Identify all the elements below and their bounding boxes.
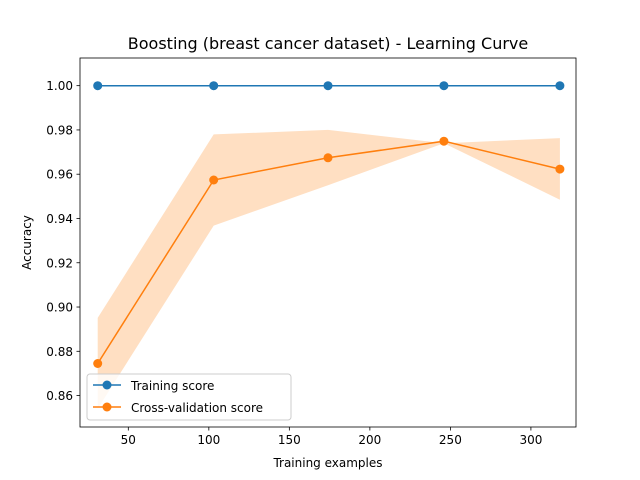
legend-marker-cross-validation <box>102 402 112 412</box>
y-tick-label: 0.88 <box>46 345 73 359</box>
cross-validation-score-point <box>323 153 333 163</box>
y-axis-label: Accuracy <box>20 215 34 270</box>
line-layer <box>93 81 565 368</box>
x-axis-label: Training examples <box>272 456 382 470</box>
y-tick-label: 0.94 <box>46 212 73 226</box>
band-layer <box>97 129 560 409</box>
chart-title: Boosting (breast cancer dataset) - Learn… <box>128 34 528 53</box>
y-tick-label: 0.86 <box>46 389 73 403</box>
training-score-point <box>323 81 333 91</box>
cross-validation-score-point <box>209 175 219 185</box>
cross-validation-score-point <box>93 359 103 368</box>
cross-validation-score-point <box>439 136 449 146</box>
legend-marker-training <box>102 380 112 390</box>
training-score-point <box>93 81 103 91</box>
x-tick-label: 50 <box>121 433 136 447</box>
y-axis: 0.86 0.88 0.90 0.92 0.94 0.96 0.98 1.00 <box>46 79 80 403</box>
training-score-point <box>439 81 449 91</box>
x-tick-label: 250 <box>439 433 462 447</box>
y-tick-label: 0.92 <box>46 256 73 270</box>
y-tick-label: 0.98 <box>46 123 73 137</box>
legend: Training score Cross-validation score <box>86 373 292 421</box>
x-axis: 50 100 150 200 250 300 <box>121 427 542 447</box>
training-score-point <box>209 81 219 91</box>
legend-label-cross-validation: Cross-validation score <box>131 401 263 415</box>
y-tick-label: 0.96 <box>46 168 73 182</box>
cross-validation-score-band <box>97 129 560 409</box>
legend-label-training: Training score <box>130 379 214 393</box>
cross-validation-score-point <box>555 164 565 174</box>
y-tick-label: 1.00 <box>46 79 73 93</box>
y-tick-label: 0.90 <box>46 301 73 315</box>
x-tick-label: 100 <box>197 433 220 447</box>
x-tick-label: 150 <box>278 433 301 447</box>
x-tick-label: 200 <box>358 433 381 447</box>
legend-box <box>86 373 292 421</box>
plot-frame <box>79 57 577 428</box>
x-tick-label: 300 <box>519 433 542 447</box>
training-score-point <box>555 81 565 91</box>
